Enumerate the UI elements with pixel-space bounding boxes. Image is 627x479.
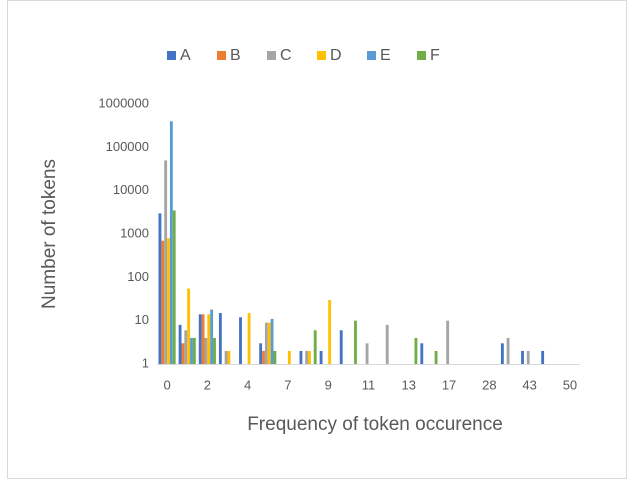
bar: [287, 350, 291, 364]
y-tick-label: 1000000: [98, 95, 149, 110]
bar: [264, 322, 268, 364]
bar: [167, 238, 170, 364]
bar: [169, 121, 173, 364]
bar: [270, 318, 274, 364]
y-tick-label: 1000: [120, 225, 149, 240]
bar: [328, 299, 332, 364]
legend-label: D: [330, 47, 342, 64]
y-tick-label: 10: [135, 312, 149, 327]
bar: [239, 317, 242, 364]
bar: [385, 324, 389, 364]
bar: [178, 324, 182, 364]
x-tick-label: 0: [163, 377, 170, 392]
bar: [227, 350, 231, 364]
bar: [259, 343, 263, 364]
x-tick-label: 7: [284, 377, 291, 392]
x-tick-label: 11: [362, 377, 376, 392]
legend-swatch: [267, 51, 276, 60]
bar: [354, 320, 357, 364]
legend-label: B: [230, 47, 241, 64]
bar: [247, 313, 251, 364]
x-tick-label: 4: [244, 377, 251, 392]
y-tick-label: 1: [142, 355, 149, 370]
legend-label: A: [180, 47, 191, 64]
bar: [210, 309, 214, 364]
bar: [526, 350, 530, 364]
bar: [506, 337, 510, 364]
bar: [204, 337, 208, 364]
bar: [541, 350, 545, 364]
bar: [339, 330, 343, 364]
bar: [305, 350, 309, 364]
x-tick-label: 2: [204, 377, 211, 392]
bar: [198, 314, 202, 364]
bar: [172, 210, 176, 364]
bar: [500, 343, 504, 364]
bar: [181, 343, 185, 364]
x-tick-label: 43: [522, 377, 536, 392]
legend-swatch: [417, 51, 426, 60]
bar: [184, 330, 188, 364]
bar: [192, 337, 196, 364]
legend-label: F: [430, 47, 440, 64]
bar: [434, 350, 438, 364]
bar: [201, 314, 205, 364]
x-tick-label: 9: [325, 377, 332, 392]
bar: [446, 320, 450, 364]
legend-label: E: [380, 47, 391, 64]
bar: [273, 350, 277, 364]
legend-swatch: [167, 51, 176, 60]
legend-swatch: [217, 51, 226, 60]
bar: [313, 330, 317, 364]
bar: [319, 350, 323, 364]
bar: [262, 350, 265, 364]
bar: [267, 322, 271, 364]
bar: [161, 240, 165, 364]
bar: [365, 343, 369, 364]
bar: [224, 350, 228, 364]
x-tick-label: 28: [482, 377, 496, 392]
bar: [190, 337, 193, 364]
y-tick-label: 100000: [106, 139, 149, 154]
bar: [420, 343, 424, 364]
bar: [218, 313, 222, 364]
x-axis-title: Frequency of token occurence: [247, 414, 503, 435]
y-tick-label: 100: [127, 269, 149, 284]
legend-swatch: [317, 51, 326, 60]
x-tick-label: 13: [402, 377, 416, 392]
y-tick-label: 10000: [113, 182, 149, 197]
bar: [308, 350, 311, 364]
bar: [414, 337, 418, 364]
y-axis-title: Number of tokens: [39, 159, 60, 309]
chart-area: [7, 0, 627, 479]
legend-label: C: [280, 47, 292, 64]
x-tick-label: 17: [442, 377, 456, 392]
bar: [213, 337, 216, 364]
bar: [164, 160, 168, 364]
bar: [158, 213, 162, 364]
legend-swatch: [367, 51, 376, 60]
x-tick-label: 50: [563, 377, 577, 392]
bar: [187, 288, 191, 364]
bar: [207, 314, 211, 364]
bar: [299, 350, 303, 364]
bar: [521, 350, 524, 364]
